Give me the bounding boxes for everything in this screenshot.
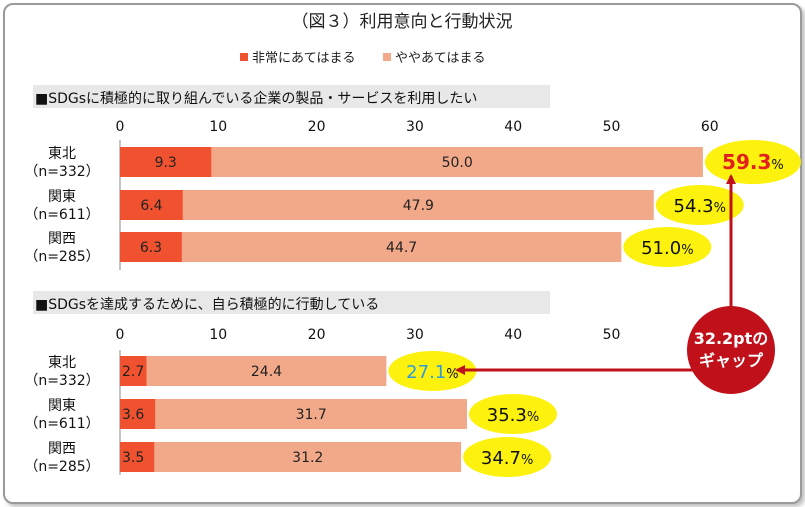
category-n-label: （n=285） (24, 249, 99, 265)
x-tick-label: 50 (603, 327, 621, 343)
bar-strong (120, 232, 182, 262)
total-label: 34.7% (481, 448, 533, 469)
data-label-strong: 2.7 (122, 364, 144, 380)
section-title-bg (33, 291, 550, 314)
bar-rows: 東北（n=332）2.7 24.4 27.1%関東（n=611）3.6 31.7 35.… (24, 351, 557, 477)
bar-strong (120, 147, 212, 177)
panel-purchase-intent: ■SDGsに積極的に取り組んでいる企業の製品・サービスを利用したい 0 10 20 3… (24, 85, 801, 270)
category-n-label: （n=611） (24, 207, 99, 223)
category-label: 東北 (48, 355, 76, 371)
legend-swatch-strong (240, 53, 248, 61)
total-label: 35.3% (487, 405, 539, 426)
data-label-moderate: 24.4 (251, 364, 282, 380)
bar-strong (120, 399, 156, 429)
gap-annotation: 32.2ptの ギャップ (455, 174, 775, 394)
bar-rows: 東北 （n=332） 9.3 50.0 59.3% 関東 （n=611） 6.4 47.9 54.… (24, 140, 801, 267)
category-label: 関西 (48, 231, 76, 247)
total-highlight (388, 351, 477, 391)
total-highlight (704, 140, 801, 184)
data-label-moderate: 47.9 (403, 198, 434, 214)
data-label-strong: 9.3 (155, 155, 177, 171)
data-label-strong: 6.3 (140, 240, 162, 256)
x-axis-ticks: 0 10 20 30 40 50 (116, 327, 621, 343)
data-label-strong: 3.6 (122, 407, 144, 423)
x-axis-ticks: 0 10 20 30 40 50 60 (116, 119, 719, 135)
category-n-label: （n=611） (24, 416, 99, 432)
x-tick-label: 20 (308, 119, 326, 135)
data-label-strong: 6.4 (140, 198, 162, 214)
section-title-bg (33, 85, 550, 108)
gap-callout-circle (687, 306, 775, 394)
x-tick-label: 50 (603, 119, 621, 135)
x-tick-label: 30 (406, 119, 424, 135)
legend: 非常にあてはまる ややあてはまる (240, 51, 485, 66)
x-tick-label: 10 (209, 119, 227, 135)
section-title: ■SDGsに積極的に取り組んでいる企業の製品・サービスを利用したい (35, 90, 477, 107)
total-highlight (623, 227, 712, 267)
category-label: 東北 (48, 146, 76, 162)
total-label: 59.3% (722, 150, 784, 174)
bar-moderate (146, 356, 387, 386)
legend-label-moderate: ややあてはまる (395, 51, 485, 66)
category-n-label: （n=332） (24, 164, 99, 180)
bar-moderate (182, 190, 654, 220)
x-tick-label: 0 (116, 327, 125, 343)
bar-strong (120, 356, 147, 386)
x-tick-label: 0 (116, 119, 125, 135)
category-n-label: （n=285） (24, 459, 99, 475)
total-highlight (468, 394, 557, 434)
x-tick-label: 30 (406, 327, 424, 343)
section-title: ■SDGsを達成するために、自ら積極的に行動している (35, 297, 379, 313)
legend-swatch-moderate (383, 53, 391, 61)
data-label-moderate: 44.7 (386, 240, 417, 256)
x-tick-label: 40 (504, 327, 522, 343)
gap-callout-line1: 32.2ptの (694, 329, 769, 348)
bar-moderate (211, 147, 703, 177)
x-tick-label: 20 (308, 327, 326, 343)
x-tick-label: 40 (504, 119, 522, 135)
x-tick-label: 10 (209, 327, 227, 343)
bar-strong (120, 442, 155, 472)
total-label: 54.3% (674, 196, 726, 217)
bar-moderate (154, 442, 462, 472)
bar-moderate (181, 232, 622, 262)
panel-action-status: ■SDGsを達成するために、自ら積極的に行動している 0 10 20 30 40 50 東… (24, 291, 620, 477)
data-label-moderate: 31.2 (292, 450, 323, 466)
bar-strong (120, 190, 183, 220)
data-label-strong: 3.5 (122, 450, 144, 466)
legend-label-strong: 非常にあてはまる (252, 51, 355, 66)
total-label: 51.0% (641, 238, 693, 259)
chart-title: （図３）利用意向と行動状況 (292, 12, 513, 32)
bar-moderate (155, 399, 467, 429)
category-label: 関西 (48, 441, 76, 457)
total-highlight (463, 437, 552, 477)
data-label-moderate: 31.7 (296, 407, 327, 423)
category-n-label: （n=332） (24, 373, 99, 389)
category-label: 関東 (48, 398, 76, 414)
data-label-moderate: 50.0 (442, 155, 473, 171)
x-tick-label: 60 (701, 119, 719, 135)
total-highlight (655, 185, 744, 225)
gap-callout-line2: ギャップ (699, 351, 764, 370)
category-label: 関東 (48, 189, 76, 205)
